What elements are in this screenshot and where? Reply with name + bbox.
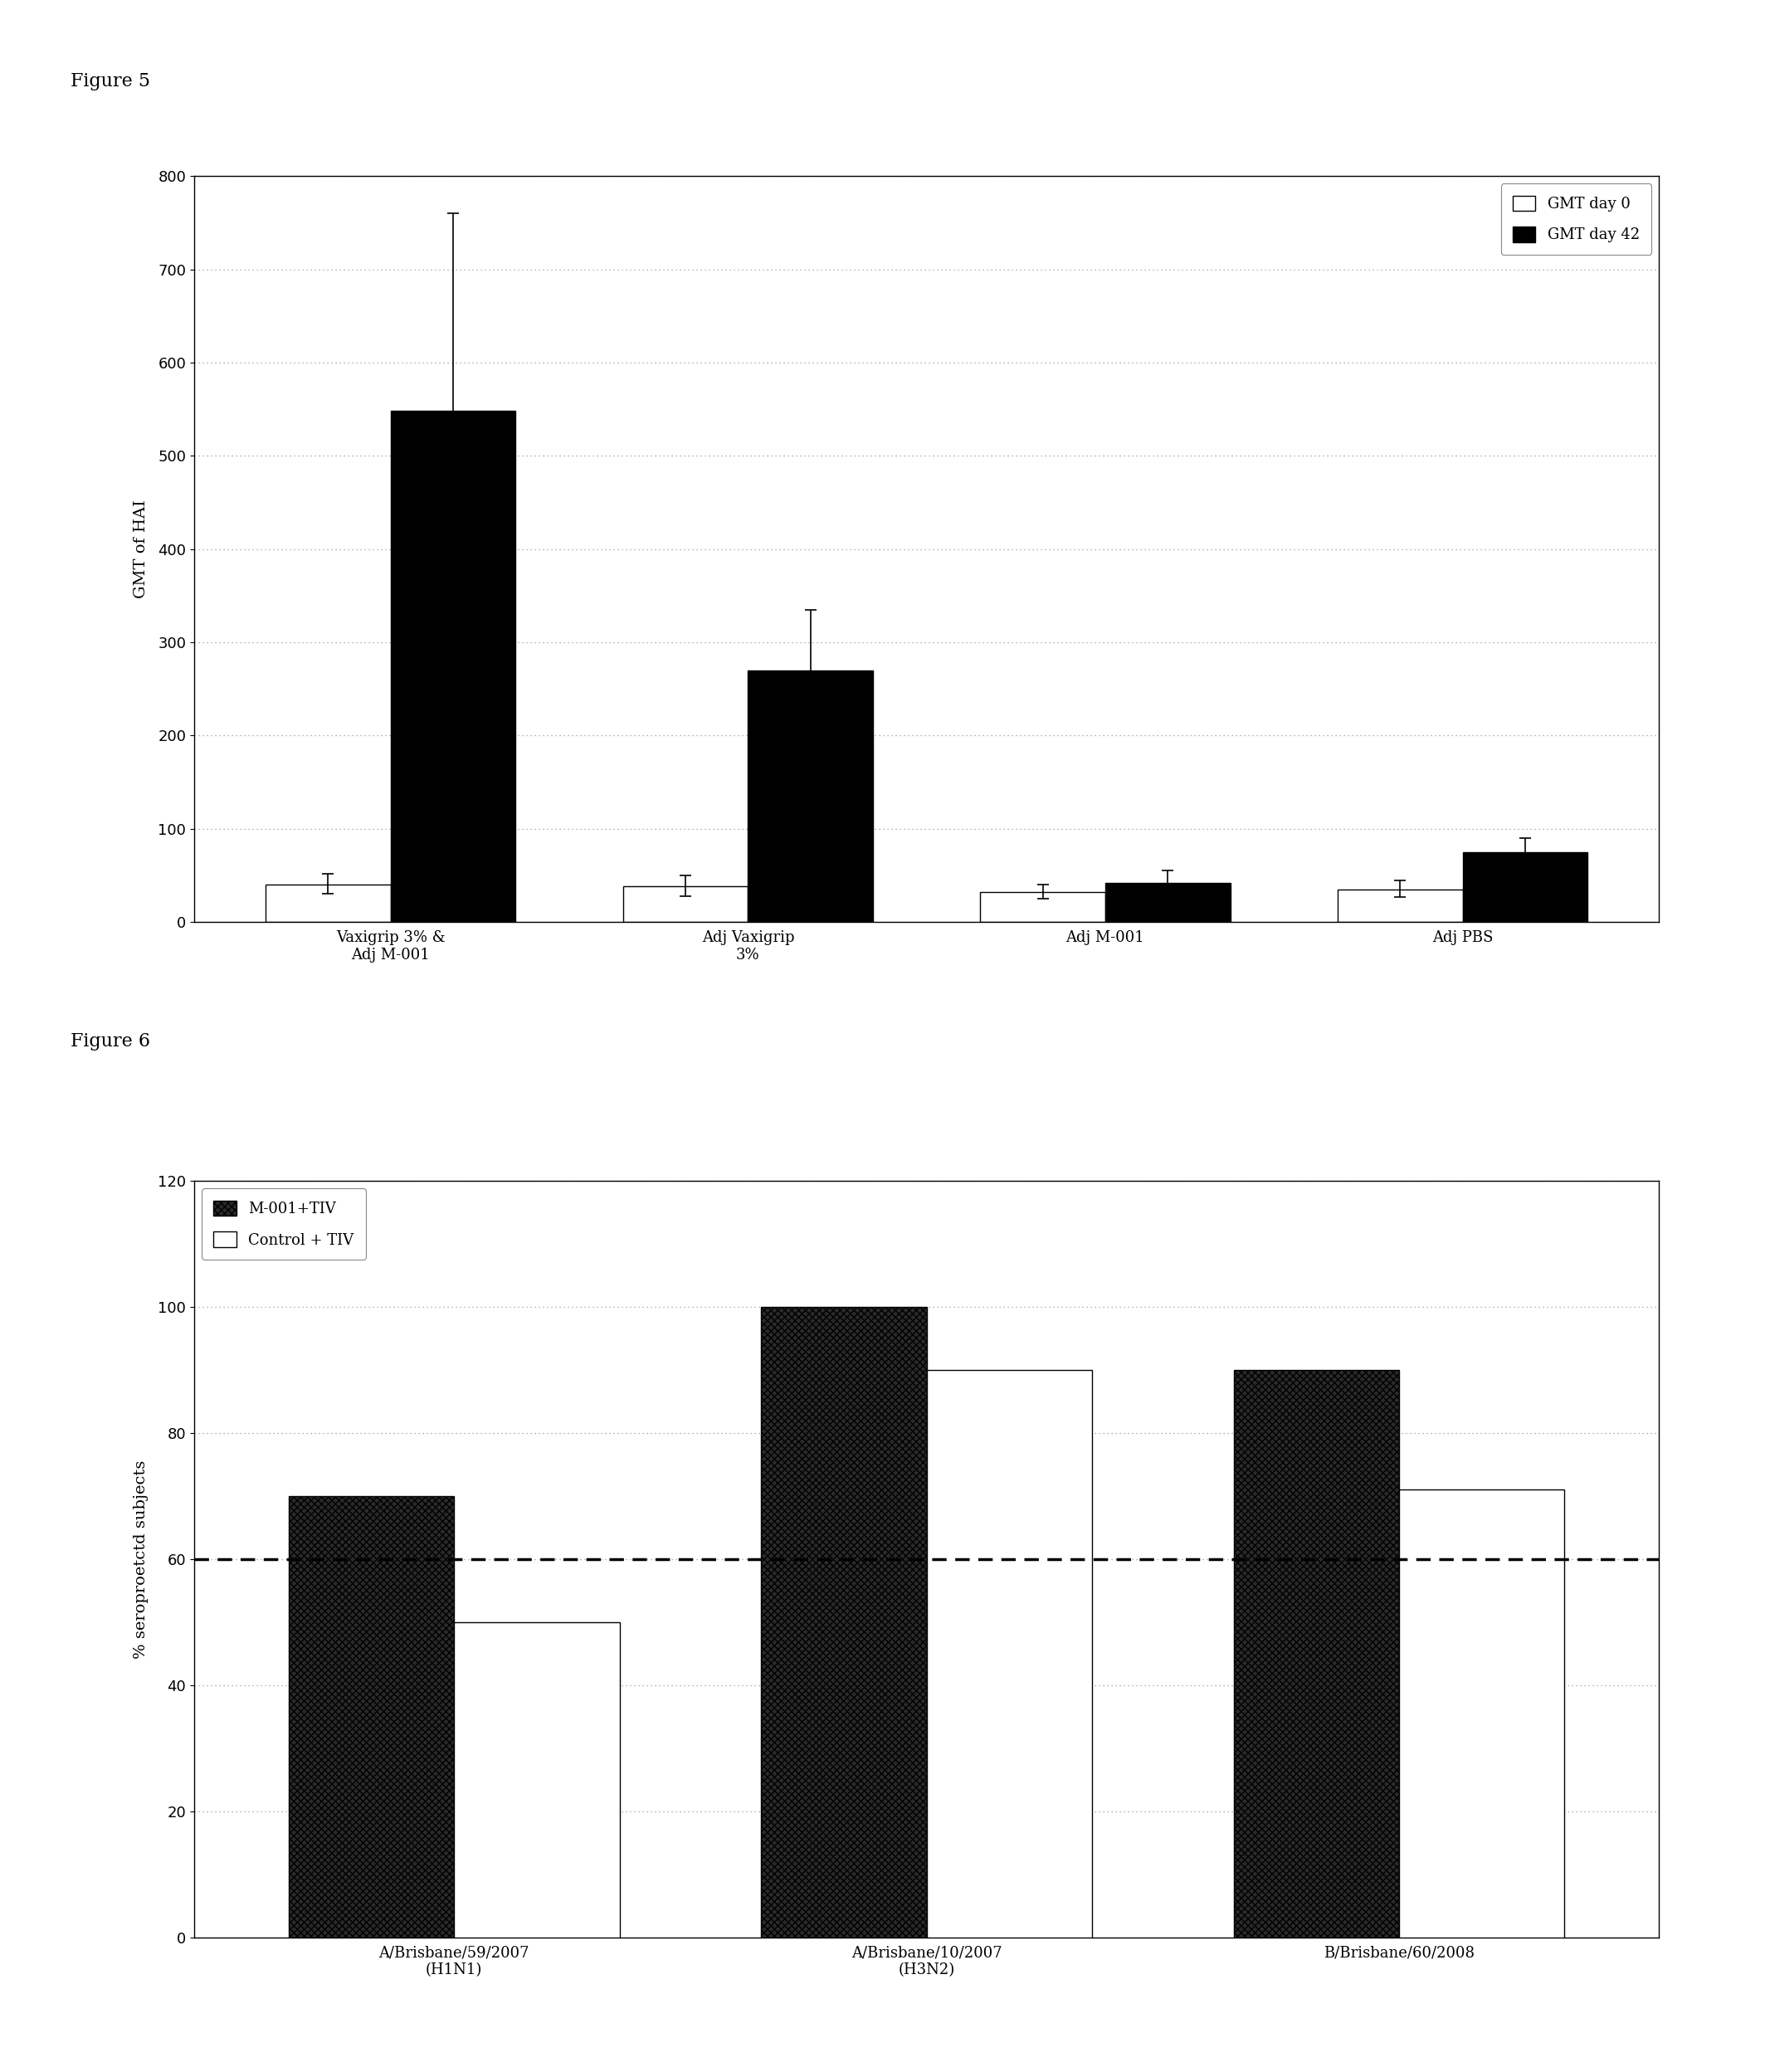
Bar bbox=[454, 1622, 620, 1937]
Bar bbox=[289, 1496, 454, 1937]
Text: Figure 5: Figure 5 bbox=[71, 73, 150, 91]
Bar bbox=[980, 893, 1105, 922]
Bar bbox=[390, 410, 515, 922]
Bar bbox=[761, 1307, 927, 1937]
Bar bbox=[1234, 1370, 1400, 1937]
Bar bbox=[748, 669, 874, 922]
Legend: M-001+TIV, Control + TIV: M-001+TIV, Control + TIV bbox=[201, 1189, 365, 1260]
Bar bbox=[623, 887, 748, 922]
Legend: GMT day 0, GMT day 42: GMT day 0, GMT day 42 bbox=[1500, 184, 1652, 255]
Bar bbox=[927, 1370, 1093, 1937]
Bar bbox=[1338, 889, 1463, 922]
Bar bbox=[265, 885, 390, 922]
Y-axis label: GMT of HAI: GMT of HAI bbox=[134, 499, 148, 599]
Bar bbox=[1400, 1490, 1564, 1937]
Text: Figure 6: Figure 6 bbox=[71, 1032, 150, 1051]
Bar bbox=[1463, 852, 1588, 922]
Bar bbox=[1105, 883, 1230, 922]
Y-axis label: % seroproetctd subjects: % seroproetctd subjects bbox=[134, 1461, 148, 1658]
